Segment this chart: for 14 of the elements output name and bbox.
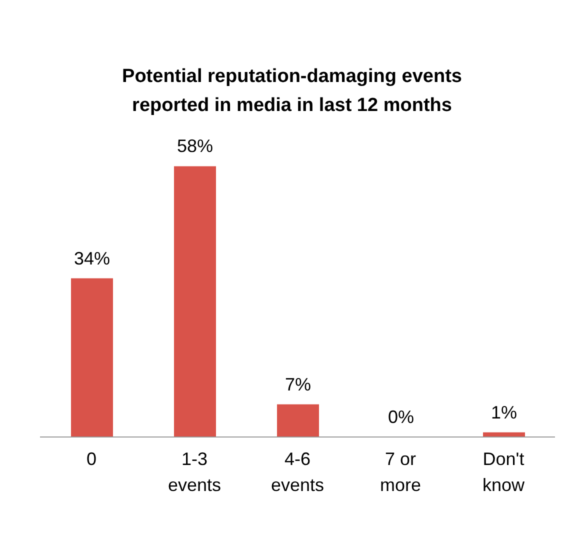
bar: [71, 278, 113, 437]
x-tick-label: 4-6 events: [270, 449, 324, 495]
bar: [174, 166, 216, 437]
bar: [277, 404, 319, 437]
x-tick-label: 1-3 events: [168, 449, 222, 495]
x-tick-label: Don't know: [482, 449, 526, 495]
data-label: 34%: [74, 248, 110, 268]
chart-title: Potential reputation-damaging events reported in media in last 12 months: [121, 65, 463, 118]
x-tick-label: 0: [86, 449, 97, 469]
data-label: 7%: [284, 374, 312, 394]
data-label: 1%: [490, 402, 518, 422]
x-tick-label: 7 or more: [380, 449, 422, 495]
data-label: 0%: [388, 407, 414, 427]
data-label: 58%: [176, 136, 214, 156]
